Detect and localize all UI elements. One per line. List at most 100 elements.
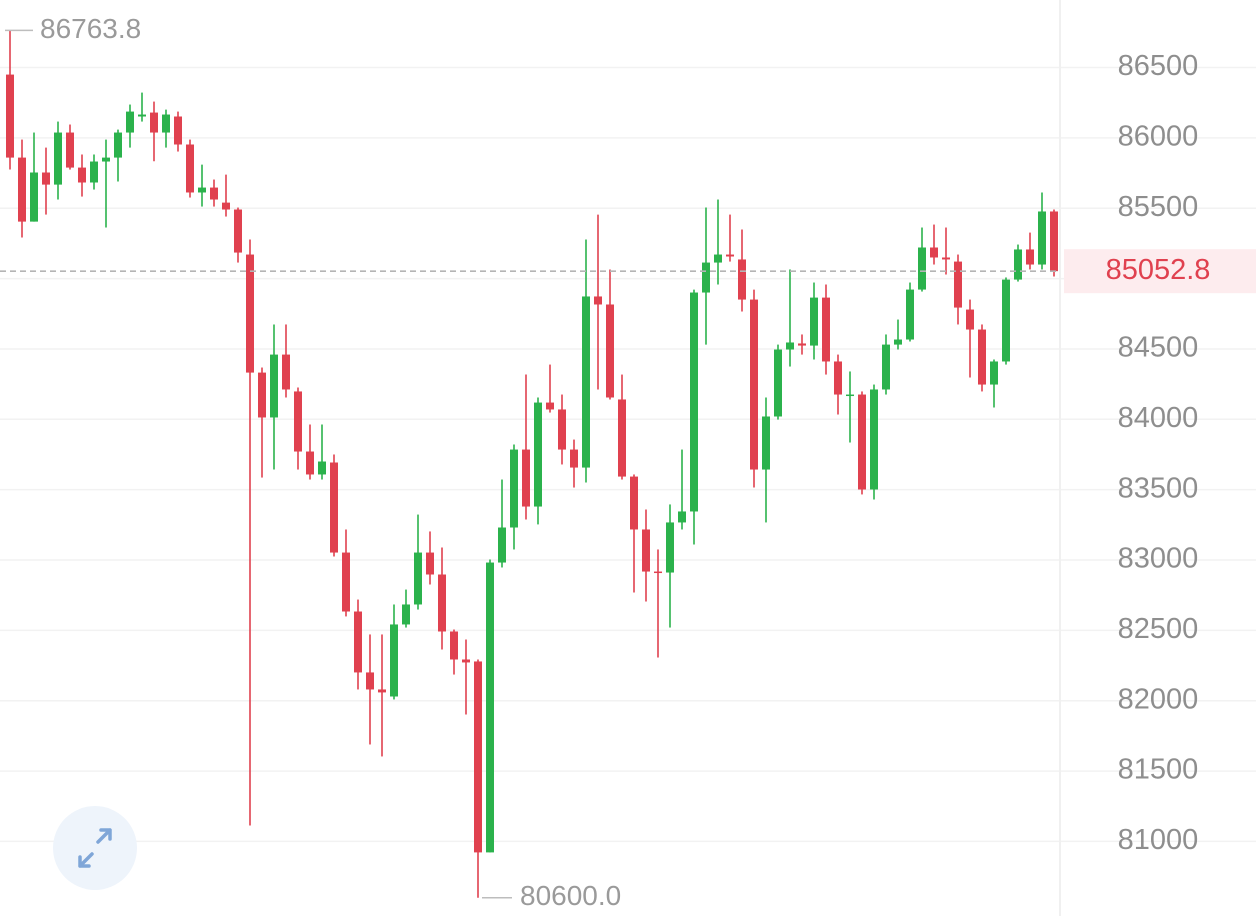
candle-body: [486, 562, 494, 853]
candle-body: [990, 361, 998, 385]
candle-body: [150, 112, 158, 133]
candle-body: [246, 254, 254, 373]
candle-body: [198, 187, 206, 193]
candle-body: [906, 289, 914, 340]
candle-body: [426, 552, 434, 575]
y-tick-label: 83500: [1118, 472, 1199, 504]
candle-body: [798, 343, 806, 346]
candle-body: [618, 399, 626, 477]
candle-body: [942, 257, 950, 260]
candle-body: [102, 157, 110, 162]
expand-icon[interactable]: [78, 828, 112, 868]
y-tick-label: 86000: [1118, 121, 1199, 153]
candle-body: [438, 574, 446, 632]
candle-body: [18, 157, 26, 222]
candle-body: [30, 172, 38, 222]
y-tick-label: 81500: [1118, 754, 1199, 786]
candle-body: [918, 247, 926, 290]
candle-body: [714, 254, 722, 263]
candle-body: [534, 402, 542, 507]
candle-body: [306, 451, 314, 475]
candle-body: [774, 349, 782, 417]
candle-body: [954, 261, 962, 308]
candle-body: [606, 304, 614, 398]
candle-body: [882, 344, 890, 390]
grid: [0, 66, 1256, 843]
candle-body: [90, 161, 98, 183]
candle-body: [510, 449, 518, 528]
candle-body: [1014, 249, 1022, 280]
candle-body: [66, 132, 74, 168]
candle-body: [378, 689, 386, 693]
candle-body: [6, 74, 14, 158]
candle-body: [174, 116, 182, 145]
candle-body: [126, 111, 134, 133]
candle-body: [750, 299, 758, 470]
candle-body: [186, 144, 194, 193]
candle-body: [294, 391, 302, 452]
y-tick-label: 86500: [1118, 50, 1199, 82]
candle-body: [858, 394, 866, 490]
candle-body: [366, 672, 374, 690]
candle-body: [546, 402, 554, 410]
candle-body: [54, 132, 62, 185]
candle-body: [726, 254, 734, 257]
candle-body: [42, 172, 50, 185]
candle-body: [354, 611, 362, 673]
candle-body: [762, 416, 770, 470]
candle-body: [78, 167, 86, 183]
min-marker-label: 80600.0: [520, 880, 621, 911]
candle-body: [846, 394, 854, 397]
candle-body: [822, 297, 830, 362]
candle-body: [414, 552, 422, 605]
candle-body: [966, 309, 974, 330]
y-tick-label: 82000: [1118, 683, 1199, 715]
candle-body: [690, 292, 698, 512]
candle-body: [450, 631, 458, 660]
candle-body: [318, 461, 326, 475]
candle-body: [390, 624, 398, 697]
candle-body: [894, 339, 902, 345]
last-price-label: 85052.8: [1106, 254, 1211, 286]
candle-body: [702, 262, 710, 293]
candle-body: [402, 604, 410, 625]
candle-body: [630, 476, 638, 530]
candle-body: [786, 342, 794, 350]
expand-button-bg[interactable]: [53, 806, 137, 890]
candle-body: [642, 529, 650, 572]
y-tick-label: 83000: [1118, 543, 1199, 575]
candle-body: [870, 389, 878, 490]
candle-body: [342, 552, 350, 612]
y-tick-label: 84000: [1118, 402, 1199, 434]
y-tick-label: 82500: [1118, 613, 1199, 645]
candle-body: [474, 661, 482, 853]
candle-body: [1026, 249, 1034, 265]
y-tick-label: 81000: [1118, 824, 1199, 856]
candle-body: [258, 372, 266, 418]
candle-body: [1038, 211, 1046, 265]
candle-body: [666, 522, 674, 573]
expand-button[interactable]: [53, 806, 137, 890]
y-tick-label: 85500: [1118, 191, 1199, 223]
candle-body: [738, 259, 746, 300]
candle-body: [930, 247, 938, 258]
candle-body: [498, 527, 506, 563]
candle-body: [138, 114, 146, 117]
candle-body: [270, 354, 278, 418]
candle-body: [282, 354, 290, 390]
candle-body: [522, 449, 530, 507]
candle-body: [114, 132, 122, 158]
candle-body: [654, 571, 662, 574]
candle-body: [1050, 211, 1058, 272]
candle-body: [234, 209, 242, 253]
candle-body: [978, 329, 986, 385]
candle-body: [1002, 279, 1010, 362]
candle-body: [222, 202, 230, 210]
candle-body: [162, 114, 170, 133]
candle-body: [834, 361, 842, 395]
candle-body: [462, 659, 470, 663]
candle-body: [594, 296, 602, 305]
candle-body: [810, 297, 818, 346]
